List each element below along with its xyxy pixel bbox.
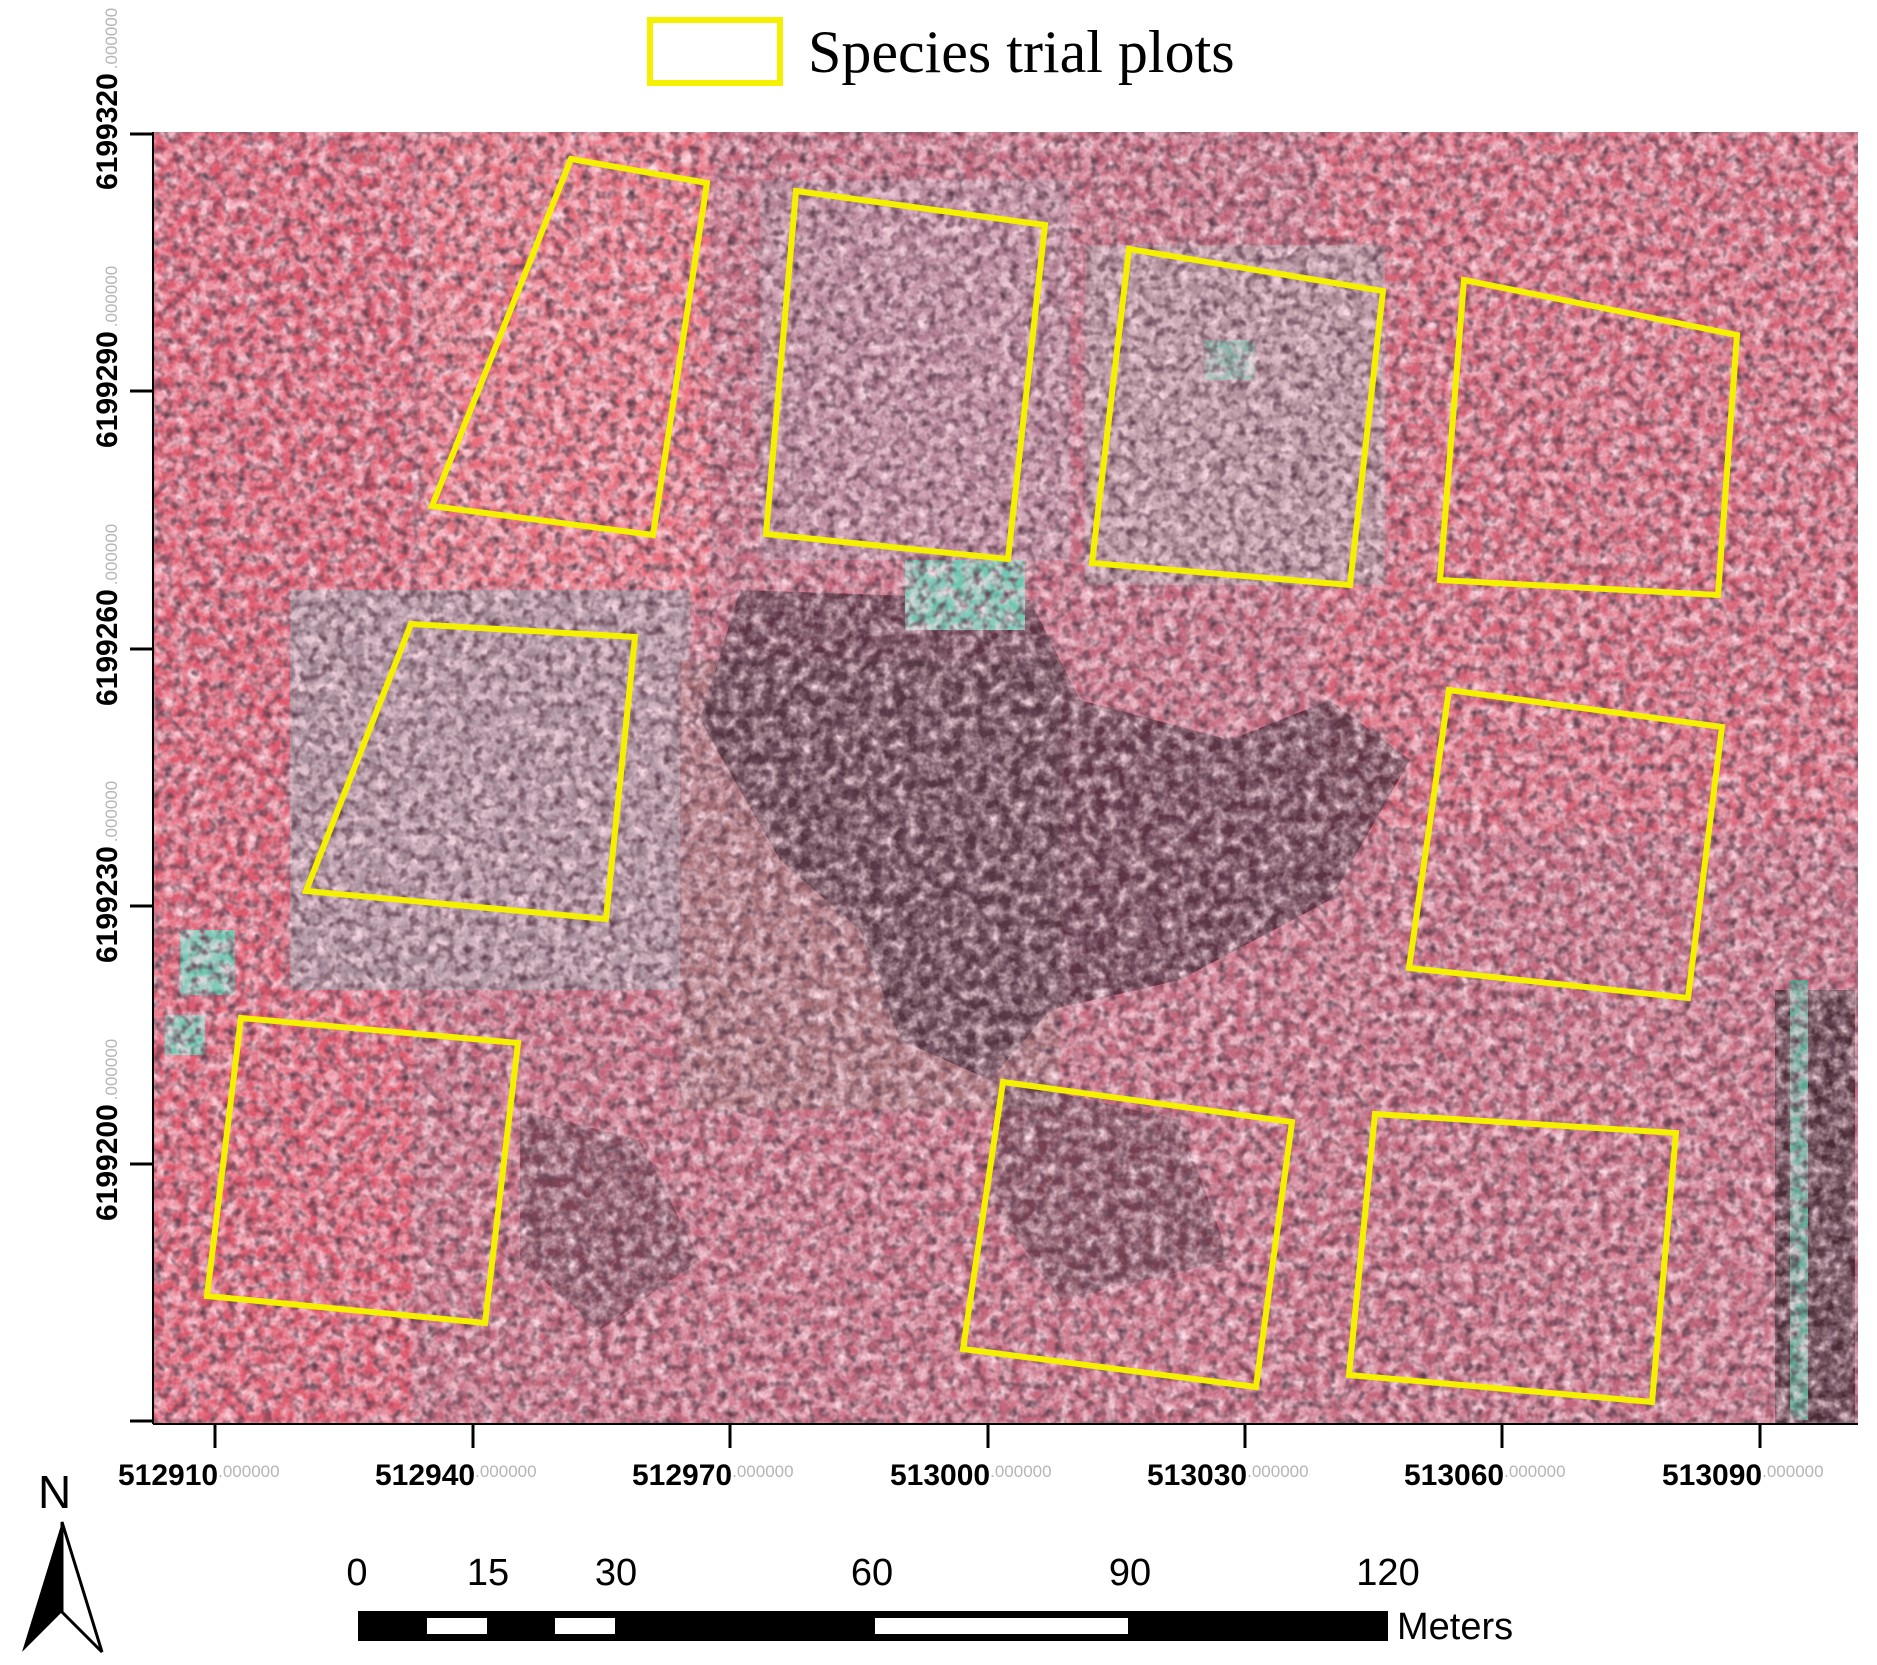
x-tick-suffix: .000000	[1247, 1462, 1308, 1481]
y-tick-main: 6199200	[91, 1104, 124, 1221]
y-tick-suffix: .000000	[102, 781, 121, 842]
x-tick-suffix: .000000	[732, 1462, 793, 1481]
x-tick-suffix: .000000	[218, 1462, 279, 1481]
x-tick-main: 513060	[1404, 1459, 1504, 1492]
trial-plot-5	[301, 620, 639, 923]
x-tick-suffix: .000000	[475, 1462, 536, 1481]
scale-bar: 0 15 30 60 90 120 Meters	[346, 1552, 1513, 1648]
y-tick-suffix: .000000	[102, 8, 121, 69]
y-tick-label: 6199260 .000000	[91, 524, 124, 706]
trial-plot-6	[1405, 686, 1726, 1002]
x-tick-main: 512970	[632, 1459, 732, 1492]
x-tick-main: 513030	[1147, 1459, 1247, 1492]
x-tick-suffix: .000000	[990, 1462, 1051, 1481]
trial-plot-2	[762, 187, 1049, 563]
legend-label: Species trial plots	[808, 19, 1235, 85]
x-tick-label: 512940.000000	[375, 1459, 537, 1492]
y-tick-main: 6199260	[91, 589, 124, 706]
x-tick-label: 513060.000000	[1404, 1459, 1566, 1492]
y-tick-label: 6199290 .000000	[91, 266, 124, 448]
scale-label: 60	[851, 1552, 893, 1594]
north-label: N	[38, 1466, 71, 1518]
legend-swatch	[647, 17, 783, 86]
x-tick-label: 512970.000000	[632, 1459, 794, 1492]
y-axis: 6199320 .000000 6199290 .000000 6199260 .00…	[91, 8, 154, 1424]
y-tick-suffix: .000000	[102, 524, 121, 585]
scale-label: 120	[1356, 1552, 1419, 1594]
y-tick-label: 6199200 .000000	[91, 1039, 124, 1221]
scale-segment-light	[555, 1618, 615, 1634]
scale-unit: Meters	[1397, 1606, 1513, 1648]
x-tick-label: 513090.000000	[1662, 1459, 1824, 1492]
trial-plot-7	[203, 1014, 522, 1327]
x-tick-label: 513030.000000	[1147, 1459, 1309, 1492]
trial-plot-8	[959, 1078, 1296, 1391]
trial-plot-4	[1436, 276, 1741, 599]
x-tick-main: 512940	[375, 1459, 475, 1492]
scale-label: 90	[1109, 1552, 1151, 1594]
y-tick-label: 6199320 .000000	[91, 8, 124, 190]
x-tick-label: 513000.000000	[890, 1459, 1052, 1492]
scale-segment-light	[875, 1618, 1128, 1634]
x-tick-main: 513000	[890, 1459, 990, 1492]
trial-plot-9	[1345, 1110, 1680, 1406]
y-tick-main: 6199290	[91, 331, 124, 448]
y-tick-suffix: .000000	[102, 266, 121, 327]
trial-plot-3	[1088, 245, 1387, 589]
legend: Species trial plots	[647, 17, 1235, 86]
scale-label: 0	[346, 1552, 367, 1594]
scale-segment-light	[427, 1618, 487, 1634]
north-arrow: N	[22, 1466, 104, 1654]
y-tick-suffix: .000000	[102, 1039, 121, 1100]
x-tick-main: 512910	[118, 1459, 218, 1492]
scale-label: 30	[595, 1552, 637, 1594]
x-tick-suffix: .000000	[1762, 1462, 1823, 1481]
x-tick-label: 512910.000000	[118, 1459, 280, 1492]
y-tick-main: 6199320	[91, 73, 124, 190]
trial-plots	[203, 155, 1741, 1406]
scale-label: 15	[467, 1552, 509, 1594]
x-tick-main: 513090	[1662, 1459, 1762, 1492]
x-tick-suffix: .000000	[1504, 1462, 1565, 1481]
aerial-image	[153, 132, 1858, 1424]
y-tick-main: 6199230	[91, 846, 124, 963]
trial-plot-1	[427, 155, 711, 539]
x-axis: 512910.000000 512940.000000 512970.00000…	[118, 1423, 1858, 1492]
north-arrow-icon	[22, 1521, 104, 1654]
y-tick-label: 6199230 .000000	[91, 781, 124, 963]
